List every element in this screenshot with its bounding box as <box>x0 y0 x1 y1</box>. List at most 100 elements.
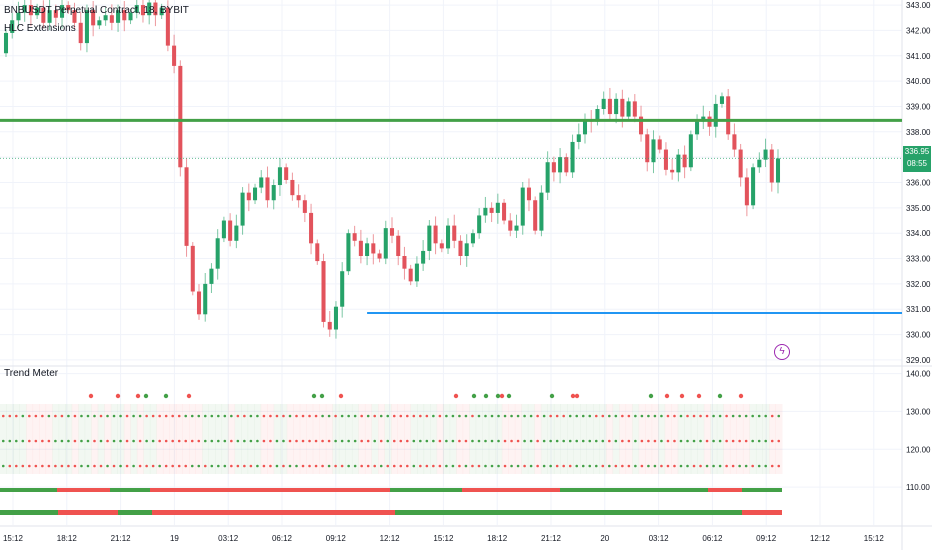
trend-background <box>651 404 659 474</box>
trend-dot <box>314 464 318 468</box>
trend-background <box>534 404 542 474</box>
symbol-legend[interactable]: BNBUSDT Perpetual Contract, 18, BYBIT <box>4 5 189 16</box>
trend-dot <box>164 439 168 443</box>
trend-dot <box>445 414 448 418</box>
trend-dot <box>112 464 116 468</box>
price-tick-label: 342.00 <box>906 26 931 35</box>
trend-dot <box>601 439 605 443</box>
trend-dot <box>288 464 292 468</box>
trend-dot <box>627 464 631 468</box>
candle-body <box>53 10 58 18</box>
candle-body <box>651 139 656 163</box>
trend-dot <box>243 414 246 418</box>
trend-dot <box>405 414 409 418</box>
trend-dot <box>614 464 618 468</box>
trend-dot <box>438 414 442 418</box>
candle-body <box>309 212 314 244</box>
signal-marker <box>679 393 685 399</box>
trend-dot <box>438 464 442 468</box>
trend-dot <box>614 439 618 443</box>
trend-dot <box>269 464 272 468</box>
trend-dot <box>197 414 201 418</box>
trend-dot <box>731 464 735 468</box>
candle-body <box>97 20 102 26</box>
trend-dot <box>158 414 161 418</box>
trend-background <box>560 404 568 474</box>
trend-dot <box>712 464 715 468</box>
trend-dot <box>412 439 416 443</box>
trend-dot <box>106 464 109 468</box>
price-tick-label: 338.00 <box>906 128 931 137</box>
candle-body <box>203 283 208 315</box>
candle-body <box>172 45 177 66</box>
trend-background <box>195 404 203 474</box>
trend-dot <box>458 464 461 468</box>
signal-marker <box>574 393 580 399</box>
signal-marker <box>506 393 512 399</box>
trend-background <box>325 404 333 474</box>
trend-dot <box>712 414 715 418</box>
trend-dot <box>458 414 461 418</box>
trend-background <box>553 404 561 474</box>
lightning-icon[interactable]: ϟ <box>774 344 790 360</box>
trend-dot <box>712 439 715 443</box>
trend-background <box>267 404 275 474</box>
trend-dot <box>197 439 201 443</box>
trend-dot <box>73 464 77 468</box>
trend-dot <box>699 464 702 468</box>
candle-body <box>396 235 401 257</box>
trend-dot <box>164 464 168 468</box>
time-tick-label: 06:12 <box>272 534 293 543</box>
trend-dot <box>262 464 266 468</box>
trend-dot <box>119 414 122 418</box>
trend-meter-legend[interactable]: Trend Meter <box>4 368 59 379</box>
trend-dot <box>634 464 637 468</box>
trend-background <box>19 404 27 474</box>
trend-dot <box>673 439 676 443</box>
signal-marker <box>143 393 149 399</box>
trend-dot <box>529 439 533 443</box>
trend-dot <box>34 414 38 418</box>
trend-dot <box>744 439 748 443</box>
meter-bar-lower <box>742 510 782 515</box>
trend-background <box>52 404 60 474</box>
candle-body <box>495 202 500 213</box>
price-axis: 343.00342.00341.00340.00339.00338.00337.… <box>906 1 931 492</box>
trend-dot <box>262 439 266 443</box>
candle-body <box>757 159 762 168</box>
meter-bar-upper <box>742 488 782 492</box>
signal-marker <box>717 393 723 399</box>
meter-tick-label: 120.00 <box>906 445 931 454</box>
indicator-legend[interactable]: HLC Extensions <box>4 23 76 34</box>
trend-dot <box>757 439 761 443</box>
candle-body <box>508 220 513 231</box>
trend-dot <box>627 414 631 418</box>
trend-dot <box>412 464 416 468</box>
trend-background <box>104 404 112 474</box>
trend-dot <box>86 464 90 468</box>
trend-dot <box>575 464 579 468</box>
time-tick-label: 15:12 <box>864 534 885 543</box>
candle-body <box>165 7 170 46</box>
trend-background <box>247 404 255 474</box>
candle-body <box>246 192 251 201</box>
time-tick-label: 03:12 <box>218 534 239 543</box>
trend-dot <box>731 414 735 418</box>
meter-tick-label: 130.00 <box>906 407 931 416</box>
trend-dot <box>686 464 689 468</box>
signal-marker <box>549 393 555 399</box>
trend-dot <box>54 439 57 443</box>
trend-dot <box>353 414 357 418</box>
trend-dot <box>1 439 5 443</box>
trend-dot <box>275 439 279 443</box>
trend-dot <box>718 414 722 418</box>
trend-dot <box>666 464 670 468</box>
trend-dot <box>497 439 500 443</box>
trend-dot <box>295 414 298 418</box>
trend-dot <box>47 414 51 418</box>
trend-background <box>71 404 79 474</box>
trend-dot <box>21 464 25 468</box>
candle-body <box>626 101 631 117</box>
